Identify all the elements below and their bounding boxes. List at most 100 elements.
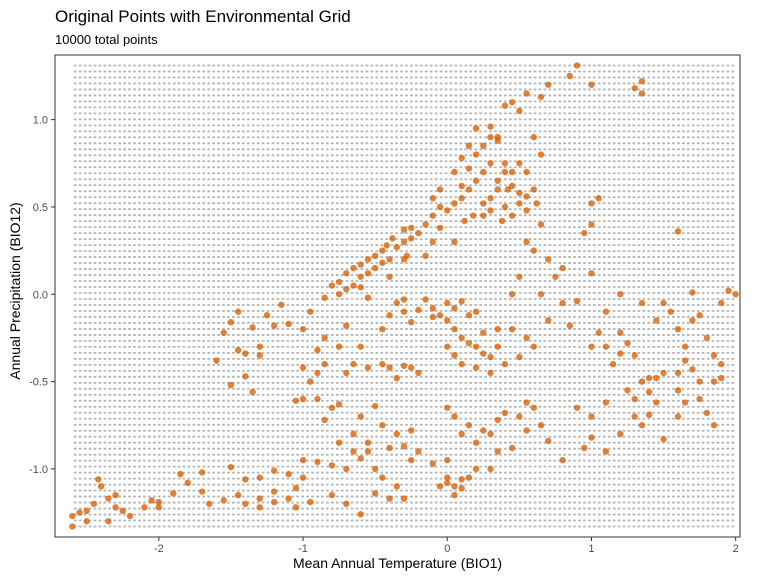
data-point — [473, 466, 479, 472]
data-point — [228, 382, 234, 388]
data-point — [336, 401, 342, 407]
data-point — [603, 309, 609, 315]
data-point — [718, 300, 724, 306]
data-point — [430, 460, 436, 466]
data-point — [495, 178, 501, 184]
data-point — [379, 326, 385, 332]
data-point — [95, 476, 101, 482]
data-point — [350, 448, 356, 454]
data-point — [660, 370, 666, 376]
data-point — [559, 265, 565, 271]
data-point — [502, 102, 508, 108]
data-point — [466, 312, 472, 318]
data-point — [401, 363, 407, 369]
data-point — [235, 492, 241, 498]
data-point — [458, 476, 464, 482]
data-point — [617, 350, 623, 356]
x-tick-label: 2 — [733, 543, 739, 555]
data-point — [523, 427, 529, 433]
data-point — [523, 90, 529, 96]
data-point — [408, 235, 414, 241]
data-point — [358, 284, 364, 290]
y-axis: -1.0-0.50.00.51.0 — [29, 115, 55, 476]
data-point — [574, 405, 580, 411]
data-point — [386, 256, 392, 262]
data-point — [221, 329, 227, 335]
data-point — [675, 387, 681, 393]
data-point — [466, 340, 472, 346]
data-point — [473, 364, 479, 370]
data-point — [458, 298, 464, 304]
data-point — [285, 495, 291, 501]
data-point — [466, 422, 472, 428]
data-point — [509, 445, 515, 451]
data-point — [653, 399, 659, 405]
y-tick-label: -1.0 — [29, 464, 48, 476]
data-point — [682, 343, 688, 349]
data-point — [350, 265, 356, 271]
data-point — [383, 242, 389, 248]
data-point — [242, 476, 248, 482]
data-point — [444, 300, 450, 306]
data-point — [307, 309, 313, 315]
data-point — [451, 492, 457, 498]
data-point — [221, 497, 227, 503]
data-point — [538, 94, 544, 100]
data-point — [502, 410, 508, 416]
data-point — [386, 312, 392, 318]
data-point — [473, 178, 479, 184]
data-point — [415, 230, 421, 236]
data-point — [502, 204, 508, 210]
data-point — [372, 403, 378, 409]
data-point — [689, 317, 695, 323]
data-point — [487, 207, 493, 213]
data-point — [430, 239, 436, 245]
data-point — [689, 289, 695, 295]
data-point — [199, 469, 205, 475]
data-point — [487, 370, 493, 376]
data-point — [401, 226, 407, 232]
data-point — [718, 361, 724, 367]
data-point — [264, 312, 270, 318]
data-point — [595, 329, 601, 335]
data-point — [321, 361, 327, 367]
data-point — [329, 405, 335, 411]
data-point — [437, 186, 443, 192]
data-point — [329, 282, 335, 288]
data-point — [314, 459, 320, 465]
data-point — [112, 492, 118, 498]
data-point — [444, 474, 450, 480]
data-point — [112, 504, 118, 510]
data-point — [271, 322, 277, 328]
data-point — [401, 495, 407, 501]
data-point — [401, 239, 407, 245]
data-point — [91, 501, 97, 507]
data-point — [487, 466, 493, 472]
data-point — [466, 474, 472, 480]
data-point — [509, 169, 515, 175]
data-point — [458, 361, 464, 367]
data-point — [293, 485, 299, 491]
data-point — [696, 378, 702, 384]
data-point — [516, 354, 522, 360]
data-point — [389, 235, 395, 241]
data-point — [379, 474, 385, 480]
data-point — [242, 501, 248, 507]
data-point — [358, 455, 364, 461]
data-point — [257, 352, 263, 358]
data-point — [249, 389, 255, 395]
data-point — [336, 291, 342, 297]
data-point — [646, 375, 652, 381]
data-point — [538, 221, 544, 227]
data-point — [379, 422, 385, 428]
data-point — [675, 228, 681, 234]
data-point — [595, 195, 601, 201]
data-point — [336, 439, 342, 445]
data-point — [278, 302, 284, 308]
data-point — [293, 398, 299, 404]
data-point — [567, 73, 573, 79]
data-point — [603, 343, 609, 349]
data-point — [451, 200, 457, 206]
data-point — [502, 169, 508, 175]
data-point — [358, 261, 364, 267]
